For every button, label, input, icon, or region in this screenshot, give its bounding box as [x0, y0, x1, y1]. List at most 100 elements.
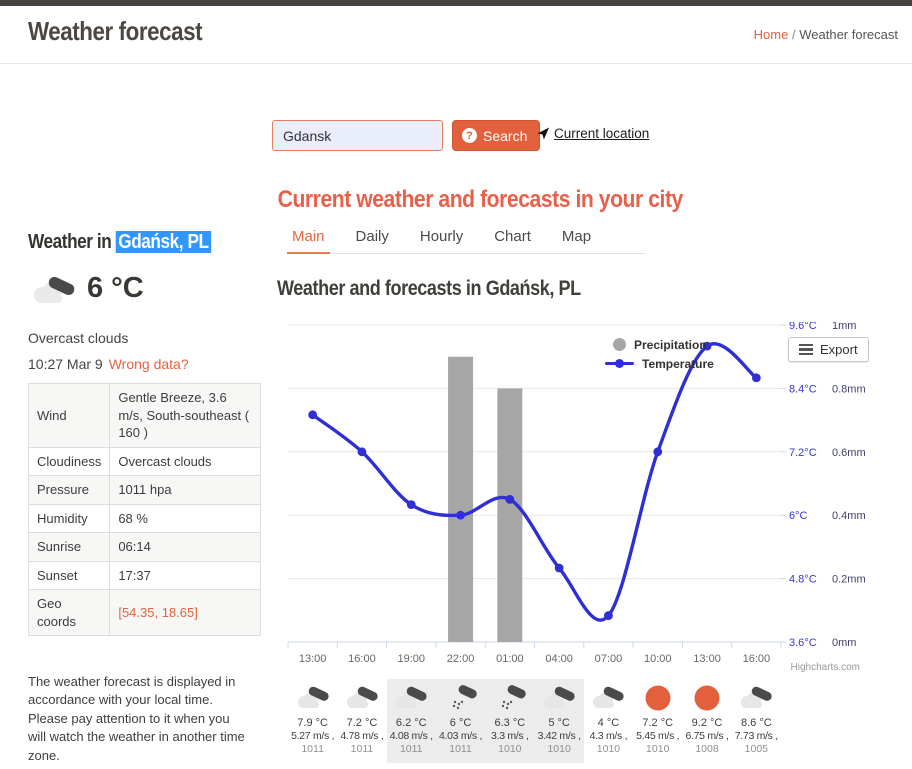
sun-icon	[633, 685, 682, 717]
cloud-icon	[732, 685, 781, 717]
geo-coords-link[interactable]: [54.35, 18.65]	[109, 589, 261, 637]
forecast-cell: 6.2 °C 4.08 m/s , 1011	[386, 679, 436, 763]
cell-temperature: 4 °C	[597, 717, 620, 729]
wrong-data-link[interactable]: Wrong data?	[108, 356, 189, 372]
cell-pressure: 1011	[350, 743, 374, 755]
cell-pressure: 1011	[449, 743, 472, 755]
page-header: Weather forecast Home / Weather forecast	[0, 6, 912, 64]
svg-text:1mm: 1mm	[832, 322, 856, 332]
forecast-strip: 7.9 °C 5.27 m/s , 1011 7.2 °C 4.78 m/s , 1011…	[288, 679, 781, 763]
svg-text:4.8°C: 4.8°C	[789, 574, 817, 586]
navigation-arrow-icon	[537, 127, 550, 140]
cell-temperature: 5 °C	[548, 717, 570, 729]
svg-text:0mm: 0mm	[832, 637, 856, 649]
cell-pressure: 1011	[399, 743, 423, 755]
tab-daily[interactable]: Daily	[355, 228, 389, 245]
legend-item-temperature[interactable]: Temperature	[605, 354, 714, 373]
current-location-link[interactable]: Current location	[537, 126, 649, 141]
cell-temperature: 8.6 °C	[740, 717, 772, 729]
page-title: Weather forecast	[28, 16, 203, 46]
precipitation-marker-icon	[613, 338, 626, 351]
svg-text:7.2°C: 7.2°C	[789, 447, 817, 459]
chart-canvas: 9.6°C 1mm 8.4°C 0.8mm 7.2°C 0.6mm 6°C 0.4mm 4.8°…	[287, 320, 866, 665]
breadcrumb-separator: /	[791, 27, 796, 42]
timezone-note: The weather forecast is displayed in acc…	[28, 674, 245, 763]
cell-wind: 4.3 m/s ,	[589, 730, 628, 742]
cell-wind: 3.3 m/s ,	[491, 730, 529, 742]
legend-item-precipitation[interactable]: Precipitation	[605, 335, 714, 354]
svg-text:6°C: 6°C	[789, 510, 808, 522]
cell-pressure: 1010	[596, 743, 621, 755]
tab-hourly[interactable]: Hourly	[419, 228, 464, 245]
detail-row-pressure: Pressure 1011 hpa	[27, 475, 261, 505]
cell-wind: 3.42 m/s ,	[537, 730, 581, 742]
detail-value: 1011 hpa	[109, 475, 261, 505]
cell-wind: 4.03 m/s ,	[438, 730, 483, 742]
cloud-icon	[534, 685, 583, 717]
weather-details-table: Wind Gentle Breeze, 3.6 m/s, South-southe…	[27, 383, 261, 637]
cloud-icon	[584, 685, 633, 717]
rain-icon	[436, 685, 485, 717]
svg-text:13:00: 13:00	[693, 653, 721, 665]
overcast-clouds-icon	[34, 276, 75, 303]
cell-wind: 4.78 m/s ,	[340, 730, 384, 742]
breadcrumb-home-link[interactable]: Home	[753, 27, 789, 42]
tab-main[interactable]: Main	[287, 228, 330, 254]
svg-text:04:00: 04:00	[545, 653, 573, 665]
cell-temperature: 7.2 °C	[346, 717, 378, 729]
detail-label: Geo coords	[27, 589, 111, 637]
detail-row-sunset: Sunset 17:37	[27, 560, 261, 591]
forecast-chart: 9.6°C 1mm 8.4°C 0.8mm 7.2°C 0.6mm 6°C 0.4mm 4.8°…	[283, 320, 869, 675]
condition-text: Overcast clouds	[28, 330, 129, 346]
forecast-cell: 4 °C 4.3 m/s , 1010	[584, 679, 633, 763]
forecast-cell: 8.6 °C 7.73 m/s , 1005	[732, 679, 781, 763]
export-button[interactable]: Export	[788, 337, 869, 362]
detail-value: Gentle Breeze, 3.6 m/s, South-southeast …	[109, 383, 261, 448]
observation-time: 10:27 Mar 9 Wrong data?	[28, 356, 189, 372]
cell-temperature: 9.2 °C	[691, 717, 723, 729]
detail-label: Cloudiness	[27, 446, 111, 477]
cell-temperature: 7.9 °C	[297, 717, 328, 729]
detail-label: Wind	[27, 383, 111, 448]
search-button[interactable]: ? Search	[452, 120, 541, 151]
forecast-cell: 5 °C 3.42 m/s , 1010	[534, 679, 584, 763]
svg-text:10:00: 10:00	[644, 653, 672, 665]
svg-text:16:00: 16:00	[348, 653, 376, 665]
svg-text:0.8mm: 0.8mm	[832, 383, 865, 395]
svg-text:0.6mm: 0.6mm	[832, 447, 865, 459]
question-circle-icon: ?	[462, 128, 477, 143]
search-input[interactable]	[272, 120, 443, 151]
tab-chart[interactable]: Chart	[494, 228, 531, 245]
tab-map[interactable]: Map	[561, 228, 592, 245]
cell-pressure: 1010	[547, 743, 571, 755]
chart-legend: Precipitation Temperature	[605, 335, 714, 373]
svg-text:22:00: 22:00	[447, 653, 475, 665]
svg-text:01:00: 01:00	[496, 653, 524, 665]
detail-row-sunrise: Sunrise 06:14	[27, 532, 261, 562]
cell-wind: 7.73 m/s ,	[734, 730, 778, 742]
breadcrumb: Home / Weather forecast	[754, 27, 898, 42]
svg-text:0.4mm: 0.4mm	[832, 510, 865, 522]
cell-pressure: 1005	[744, 743, 768, 755]
svg-text:13:00: 13:00	[299, 653, 327, 665]
cell-temperature: 7.2 °C	[642, 717, 674, 729]
svg-text:9.6°C: 9.6°C	[789, 322, 817, 332]
cell-wind: 5.45 m/s ,	[636, 730, 680, 742]
cell-pressure: 1008	[695, 743, 719, 755]
main-heading: Current weather and forecasts in your ci…	[277, 186, 684, 213]
detail-label: Sunset	[27, 560, 111, 591]
cell-temperature: 6 °C	[449, 717, 472, 729]
cell-pressure: 1010	[646, 743, 670, 755]
forecast-cell: 6.3 °C 3.3 m/s , 1010	[485, 679, 535, 763]
detail-row-cloudiness: Cloudiness Overcast clouds	[27, 446, 261, 477]
current-temperature: 6 °C	[87, 272, 144, 304]
cloud-icon	[288, 685, 337, 717]
svg-text:8.4°C: 8.4°C	[789, 383, 817, 395]
cell-wind: 4.08 m/s ,	[389, 730, 433, 742]
detail-value: 68 %	[109, 503, 261, 534]
tab-bar: Main Daily Hourly Chart Map	[287, 228, 645, 254]
detail-row-geo-coords: Geo coords [54.35, 18.65]	[27, 589, 261, 637]
detail-label: Pressure	[27, 475, 111, 505]
svg-text:16:00: 16:00	[743, 653, 771, 665]
cell-pressure: 1011	[301, 743, 324, 755]
